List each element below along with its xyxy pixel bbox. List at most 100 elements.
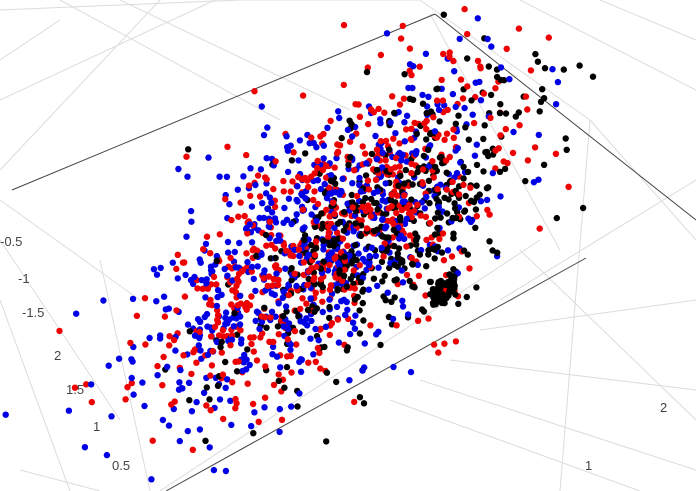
- scatter-point: [374, 282, 381, 290]
- scatter-point: [425, 146, 432, 153]
- scatter-point: [223, 173, 231, 180]
- scatter-point: [385, 205, 392, 212]
- scatter-point: [398, 267, 405, 274]
- scatter-point: [264, 124, 271, 131]
- scatter-point: [297, 318, 304, 325]
- scatter-point: [208, 362, 216, 369]
- scatter-point: [227, 342, 234, 349]
- scatter-point: [305, 268, 312, 275]
- scatter-point: [497, 64, 505, 71]
- scatter-point: [157, 264, 164, 272]
- scatter-point: [421, 205, 428, 212]
- scatter-point: [141, 402, 148, 410]
- scatter-point: [213, 302, 221, 310]
- scatter-point: [530, 179, 538, 186]
- scatter-point: [477, 198, 485, 205]
- scatter-point: [193, 398, 200, 406]
- scatter-point: [281, 204, 288, 212]
- scatter-point: [213, 252, 220, 260]
- scatter-point: [230, 323, 237, 330]
- axis-lines: [11, 13, 696, 491]
- scatter-point: [159, 382, 166, 389]
- scatter-point: [275, 377, 282, 385]
- scatter-point: [327, 117, 334, 125]
- grid-line: [0, 0, 161, 171]
- scatter-point: [277, 237, 284, 244]
- scatter-point: [348, 191, 355, 199]
- scatter-point: [124, 384, 131, 391]
- grid-line: [519, 0, 696, 91]
- scatter-point: [382, 180, 389, 187]
- scatter-point: [346, 138, 354, 145]
- scatter-point: [224, 143, 231, 150]
- scatter-point: [465, 136, 472, 143]
- scatter-point: [217, 343, 224, 351]
- scatter-point: [149, 437, 156, 444]
- scatter-point: [184, 427, 191, 435]
- scatter-point: [451, 205, 459, 212]
- scatter-point: [357, 232, 365, 240]
- scatter-point: [275, 232, 282, 239]
- scatter-point: [438, 249, 446, 256]
- scatter-point: [391, 294, 398, 301]
- scatter-point: [509, 149, 517, 157]
- scatter-point: [206, 444, 213, 451]
- scatter-point: [108, 413, 115, 420]
- scatter-point: [186, 328, 193, 335]
- scatter-point: [403, 271, 411, 279]
- scatter-point: [290, 149, 297, 156]
- scatter-point: [536, 108, 543, 115]
- scatter-point: [268, 199, 275, 206]
- scatter-point: [181, 293, 189, 300]
- scatter-point: [275, 276, 282, 283]
- scatter-point: [160, 293, 168, 300]
- scatter-point: [560, 66, 567, 73]
- scatter-point: [480, 135, 487, 143]
- scatter-point: [344, 344, 351, 351]
- scatter-point: [196, 318, 204, 325]
- scatter-point: [377, 116, 384, 123]
- scatter-point: [237, 199, 244, 206]
- scatter-point: [436, 118, 443, 125]
- scatter-point: [224, 249, 232, 256]
- scatter-point: [243, 250, 250, 257]
- scatter-point: [407, 209, 414, 216]
- scatter-point: [377, 51, 385, 59]
- scatter-point: [536, 225, 543, 232]
- scatter-point: [243, 151, 250, 159]
- scatter-point: [304, 281, 311, 289]
- scatter-point: [263, 155, 270, 162]
- scatter-point: [449, 282, 457, 290]
- scatter-point: [253, 252, 260, 260]
- scatter-point: [231, 248, 238, 256]
- scatter-point: [390, 226, 397, 234]
- scatter-point: [258, 251, 265, 258]
- scatter-point: [209, 348, 216, 355]
- scatter-point: [388, 191, 396, 198]
- scatter-point: [481, 122, 488, 129]
- scatter-point: [462, 124, 469, 131]
- scatter-point: [455, 112, 462, 119]
- scatter-point: [464, 55, 471, 62]
- scatter-point: [326, 331, 333, 339]
- scatter-point: [423, 193, 430, 201]
- scatter-point: [335, 339, 343, 346]
- scatter-point: [154, 362, 161, 370]
- scatter-point: [333, 154, 340, 162]
- scatter-point: [237, 327, 244, 334]
- scatter-point: [287, 352, 294, 360]
- scatter-point: [385, 234, 392, 241]
- scatter-point: [336, 142, 344, 149]
- scatter-point: [372, 176, 380, 184]
- scatter-point: [257, 166, 265, 173]
- scatter-point: [323, 206, 330, 213]
- scatter-point: [222, 384, 229, 391]
- scatter-point: [245, 182, 253, 189]
- scatter-point: [328, 249, 335, 256]
- scatter-point: [216, 396, 224, 403]
- scatter-point: [327, 172, 335, 179]
- scatter-point: [314, 344, 322, 352]
